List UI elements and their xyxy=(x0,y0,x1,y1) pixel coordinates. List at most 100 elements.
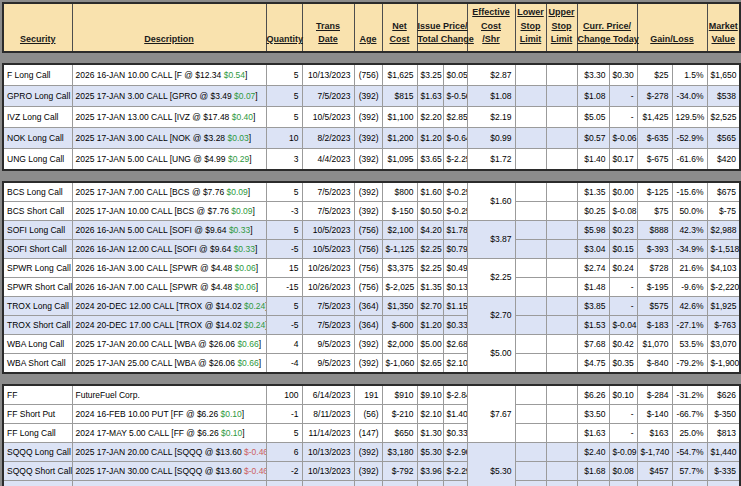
column-header-quantity[interactable]: Quantity xyxy=(266,3,302,52)
description-text: 2024 17-MAY 5.00 CALL [FF @ $6.26 xyxy=(76,428,222,438)
cell-net-cost: $-792 xyxy=(382,461,417,480)
column-header-issue-price-total-change[interactable]: Issue Price/Total Change xyxy=(417,3,467,52)
cell-gain-pct: 57.7% xyxy=(672,461,707,480)
cell-market-value: $2,988 xyxy=(707,220,740,239)
table-row: F Long Call2026 16-JAN 10.00 CALL [F @ $… xyxy=(3,64,740,86)
description-text: 2025 17-JAN 3.00 CALL [GPRO @ $3.49 xyxy=(76,91,235,101)
cell-market-value: $3,070 xyxy=(707,334,740,353)
cell-security: GPRO Long Call xyxy=(3,85,72,106)
column-header-curr-price-change-today[interactable]: Curr. Price/Change Today xyxy=(577,3,637,52)
cell-market-value: $813 xyxy=(707,423,740,442)
cell-gain: $575 xyxy=(637,296,672,315)
cell-upper-stop xyxy=(546,64,577,86)
cell-net-cost: $1,350 xyxy=(382,296,417,315)
cell-net-cost: $815 xyxy=(382,85,417,106)
cell-age: (756) xyxy=(354,277,382,296)
cell-curr-price: $3.04 xyxy=(577,239,609,258)
cell-age: (147) xyxy=(354,423,382,442)
cell-curr-price: $1.08 xyxy=(577,85,609,106)
table-row: FF Long Call2024 17-MAY 5.00 CALL [FF @ … xyxy=(3,423,740,442)
cell-quantity: 5 xyxy=(266,296,302,315)
cell-gain: $457 xyxy=(637,461,672,480)
description-text: 2026 16-JAN 5.00 CALL [SOFI @ $9.64 xyxy=(76,225,229,235)
cell-gain-pct: -54.7% xyxy=(672,442,707,461)
cell-description: FutureFuel Corp. xyxy=(72,385,266,405)
cell-trans-date: 7/5/2023 xyxy=(302,85,354,106)
table-row: NOK Long Call2025 17-JAN 3.00 CALL [NOK … xyxy=(3,127,740,148)
cell-security: BCS Long Call xyxy=(3,182,72,202)
column-header-lower-stop-limit[interactable]: LowerStopLimit xyxy=(515,3,546,52)
cell-effective-cost: $1.08 xyxy=(467,85,515,106)
cell-total-change: $0.13 xyxy=(443,277,467,296)
cell-age: (756) xyxy=(354,258,382,277)
cell-description: 2026 16-JAN 12.00 CALL [SOFI @ $9.64 $0.… xyxy=(72,239,266,258)
underlying-change: $0.40 xyxy=(232,112,253,122)
cell-gain: $-284 xyxy=(637,385,672,405)
cell-lower-stop xyxy=(515,385,546,405)
cell-description: 2025 17-JAN 7.00 CALL [BCS @ $7.76 $0.09… xyxy=(72,182,266,202)
cell-issue-price: $1.30 xyxy=(417,423,443,442)
cell-age: (364) xyxy=(354,296,382,315)
cell-effective-cost: $2.19 xyxy=(467,106,515,127)
cell-description: 2025 17-JAN 13.00 CALL [IVZ @ $17.48 $0.… xyxy=(72,106,266,127)
column-header-label: Curr. Price/ xyxy=(583,21,631,31)
cell-total-change: $-2.90 xyxy=(443,442,467,461)
cell-description: 2026 16-JAN 7.00 CALL [SPWR @ $4.48 $0.0… xyxy=(72,277,266,296)
cell-total-change: $-2.84 xyxy=(443,385,467,405)
underlying-change: $0.33 xyxy=(234,244,255,254)
column-header-label: Age xyxy=(359,34,376,44)
column-header-label: Gain/Loss xyxy=(650,34,694,44)
column-header-age[interactable]: Age xyxy=(354,3,382,52)
cell-age: (392) xyxy=(354,106,382,127)
column-header-gain-loss[interactable]: Gain/Loss xyxy=(637,3,707,52)
column-header-net-cost[interactable]: NetCost xyxy=(382,3,417,52)
column-header-effective-cost-shr[interactable]: EffectiveCost/Shr xyxy=(467,3,515,52)
table-row: BCS Long Call2025 17-JAN 7.00 CALL [BCS … xyxy=(3,182,740,202)
cell-lower-stop xyxy=(515,461,546,480)
cell-age: (392) xyxy=(354,442,382,461)
column-header-trans-date[interactable]: TransDate xyxy=(302,3,354,52)
cell-gain: $1,425 xyxy=(637,106,672,127)
cell-curr-price: $1.35 xyxy=(577,182,609,202)
cell-change-today: - xyxy=(609,85,637,106)
column-header-market-value[interactable]: MarketValue xyxy=(707,3,740,52)
cell-description: 2025 17-JAN 20.00 CALL [WBA @ $26.06 $0.… xyxy=(72,334,266,353)
cell-quantity: -2 xyxy=(266,461,302,480)
cell-quantity: -5 xyxy=(266,239,302,258)
description-text: FutureFuel Corp. xyxy=(76,390,140,400)
cell-change-today: $-0.09 xyxy=(609,442,637,461)
table-row: FFFutureFuel Corp.1006/14/2023191$910$9.… xyxy=(3,385,740,405)
cell-change-today: $0.15 xyxy=(609,239,637,258)
cell-lower-stop xyxy=(515,85,546,106)
cell-security: IVZ Long Call xyxy=(3,106,72,127)
description-text: 2025 17-JAN 20.00 CALL [WBA @ $26.06 xyxy=(76,339,238,349)
cell-change-today: $0.01 xyxy=(609,480,637,486)
cell-security: SOFI Long Call xyxy=(3,220,72,239)
cell-market-value: $-1,900 xyxy=(707,353,740,373)
cell-issue-price: $3.96 xyxy=(417,461,443,480)
cell-gain: $888 xyxy=(637,220,672,239)
cell-lower-stop xyxy=(515,334,546,353)
cell-gain: $-140 xyxy=(637,404,672,423)
cell-trans-date: 7/5/2023 xyxy=(302,201,354,220)
column-header-description[interactable]: Description xyxy=(72,3,266,52)
cell-market-value: $-2,220 xyxy=(707,277,740,296)
cell-gain-pct: 129.5% xyxy=(672,106,707,127)
column-header-security[interactable]: Security xyxy=(3,3,72,52)
cell-quantity: 3 xyxy=(266,148,302,170)
cell-trans-date: 7/5/2023 xyxy=(302,182,354,202)
cell-market-value: $-350 xyxy=(707,404,740,423)
cell-gain-pct: -31.2% xyxy=(672,385,707,405)
column-header-label: /Shr xyxy=(482,34,500,44)
cell-description: 2026 16-JAN 5.00 CALL [SOFI @ $9.64 $0.3… xyxy=(72,220,266,239)
underlying-change: $0.10 xyxy=(221,409,242,419)
table-row: SPWR Short Call2026 16-JAN 7.00 CALL [SP… xyxy=(3,277,740,296)
cell-net-cost: $-1,125 xyxy=(382,239,417,258)
column-header-label: Trans xyxy=(316,21,340,31)
cell-gain-pct: -15.6% xyxy=(672,182,707,202)
cell-curr-price: $0.57 xyxy=(577,127,609,148)
description-text: 2024 20-DEC 12.00 CALL [TROX @ $14.02 xyxy=(76,301,245,311)
cell-gain: $774 xyxy=(637,480,672,486)
cell-quantity: -15 xyxy=(266,277,302,296)
column-header-upper-stop-limit[interactable]: UpperStopLimit xyxy=(546,3,577,52)
